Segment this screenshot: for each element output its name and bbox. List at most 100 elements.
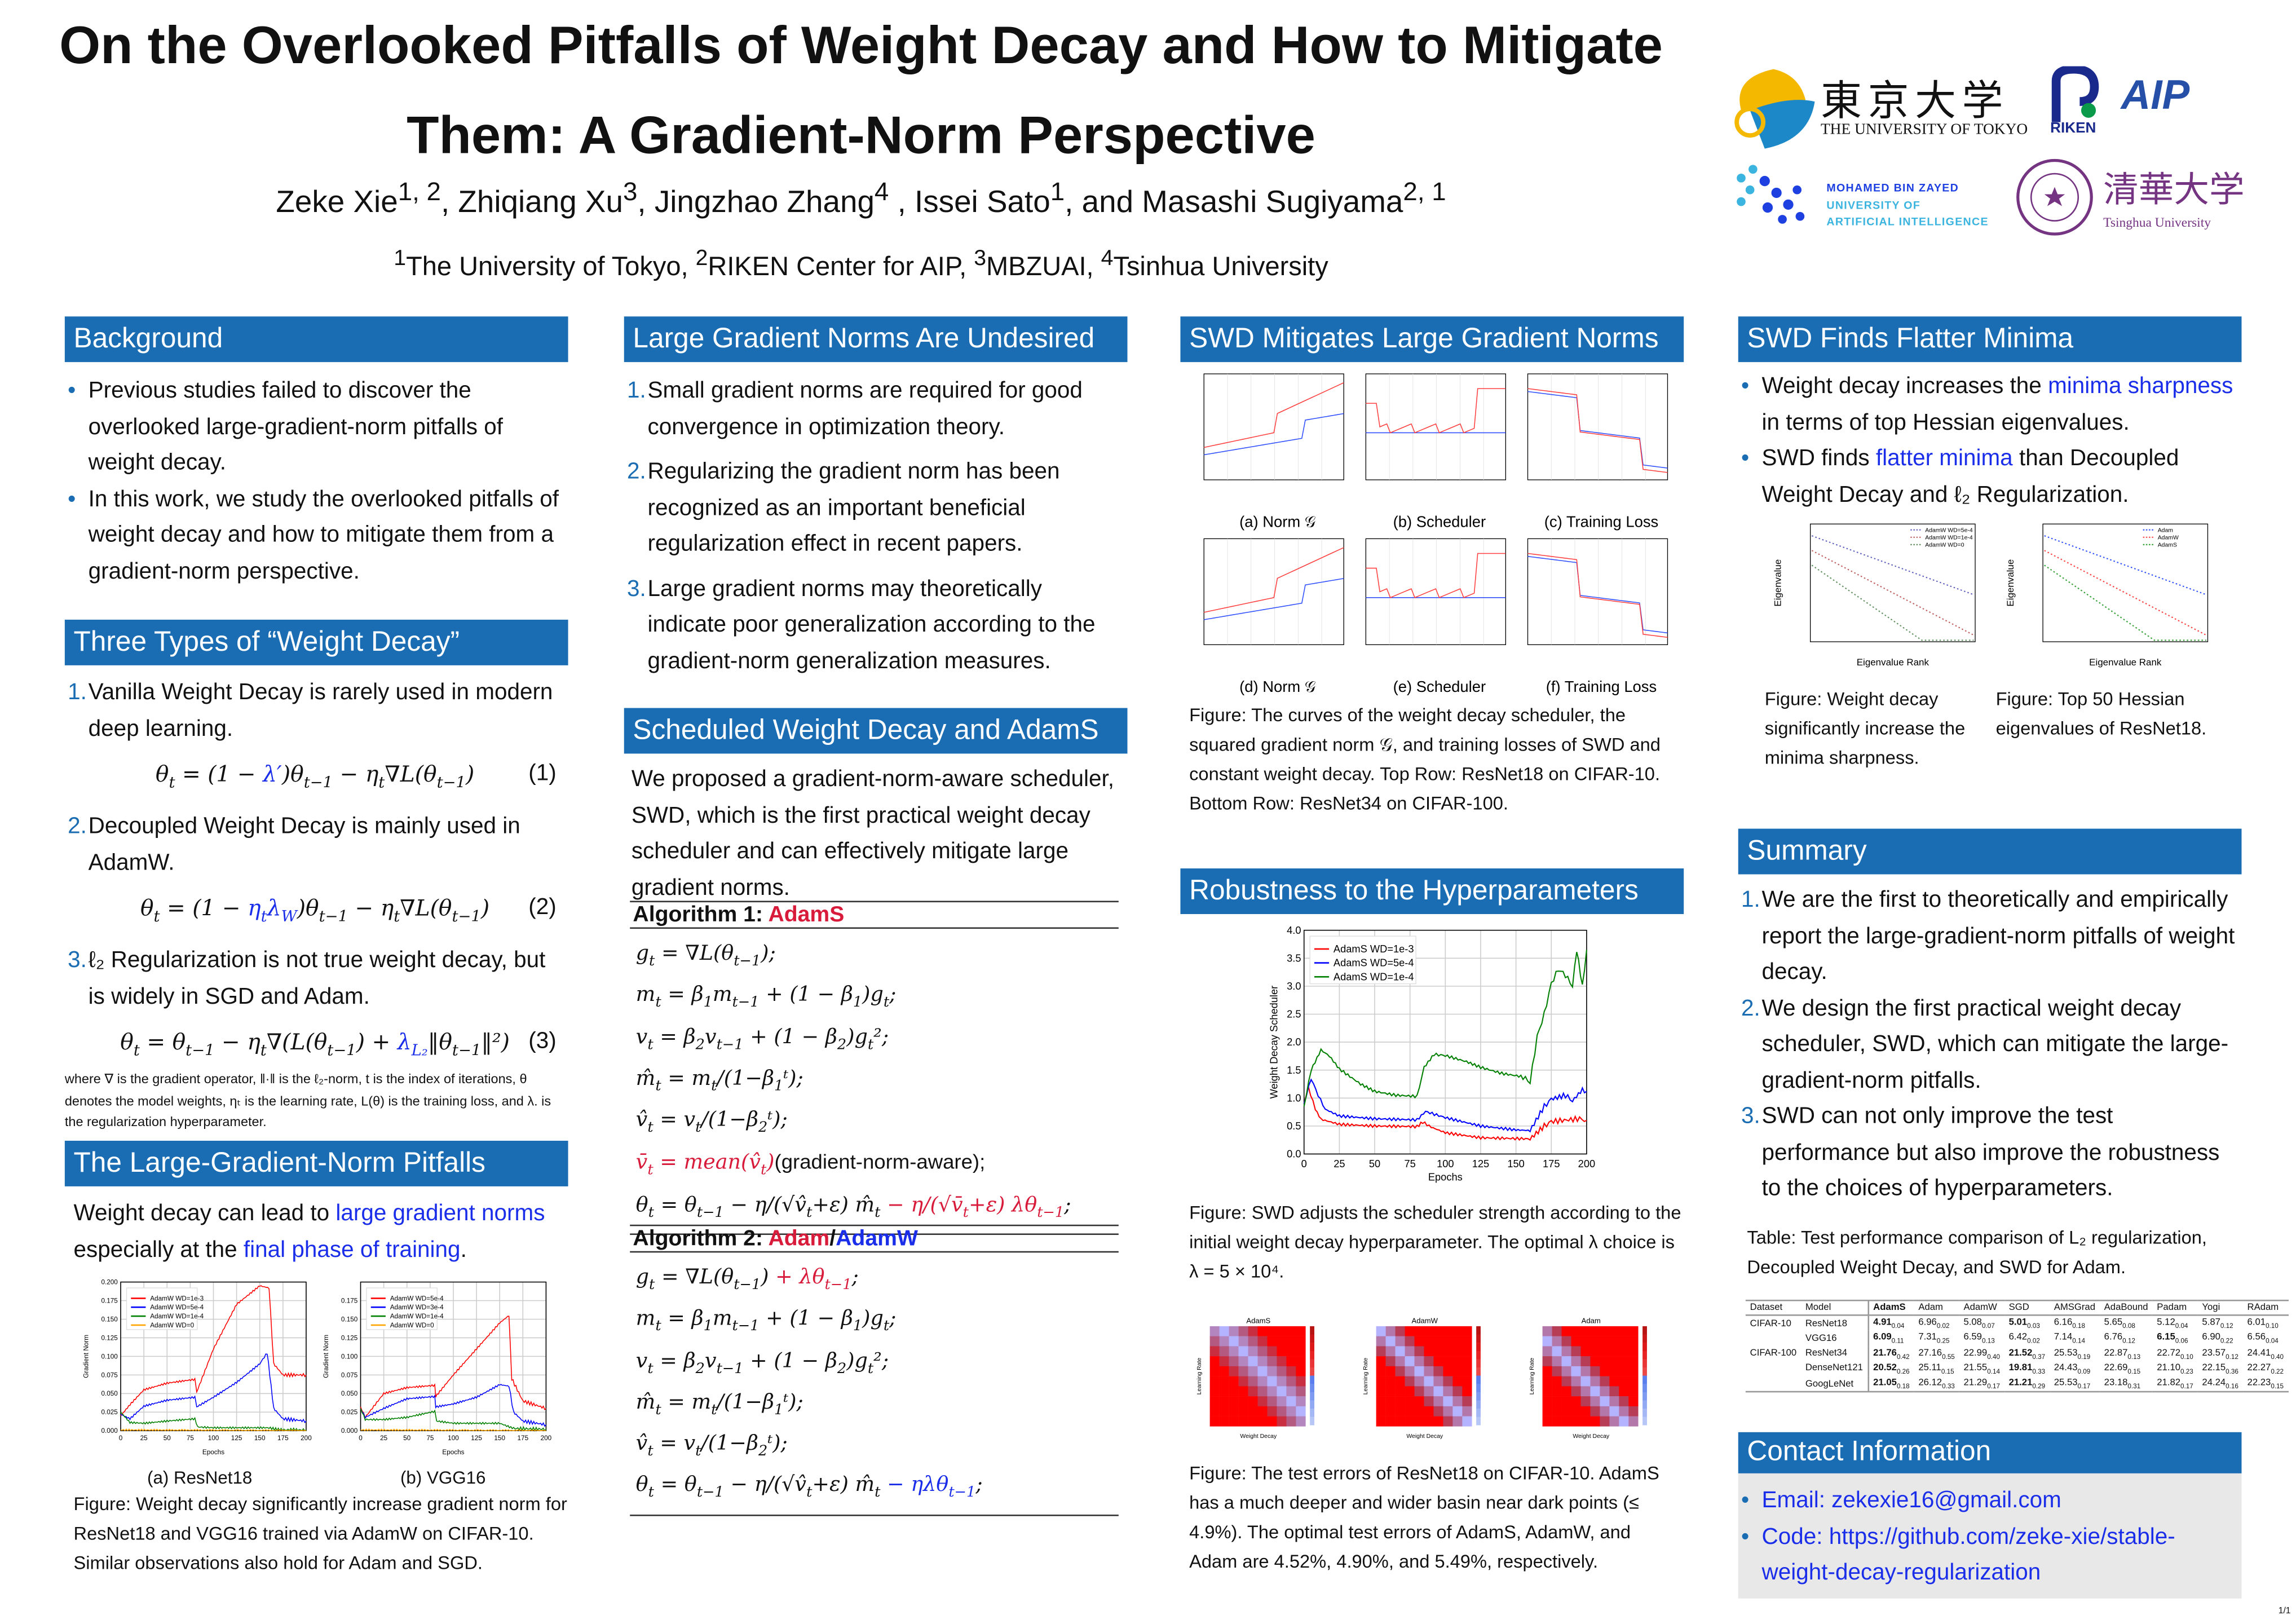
heatmap-cell: [1414, 1356, 1424, 1367]
heatmap-cell: [1286, 1376, 1296, 1387]
heatmap-cell: [1542, 1326, 1552, 1336]
number-2: 2.: [1741, 995, 1760, 1021]
heatmap-cell: [1433, 1326, 1443, 1336]
heatmap-cell: [1628, 1336, 1639, 1347]
heatmap-cell: [1542, 1406, 1552, 1416]
text-segment: ;: [1064, 1193, 1071, 1217]
heatmap-cell: [1405, 1406, 1415, 1416]
section-header-scheduled: Scheduled Weight Decay and AdamS: [624, 708, 1128, 754]
heatmap-cell: [1385, 1396, 1396, 1407]
y-tick-label: 0.000: [341, 1427, 358, 1435]
text-segment: − η: [348, 895, 394, 922]
colorbar-segment: [1642, 1392, 1647, 1401]
heatmap-cell: [1590, 1396, 1600, 1407]
value-mean: 21.55: [1963, 1362, 1988, 1374]
heatmap-cell: [1580, 1356, 1591, 1367]
text-segment: m: [712, 983, 732, 1008]
section-header-swd-mitigates: SWD Mitigates Large Gradient Norms: [1180, 316, 1684, 363]
heatmap-cell: [1267, 1376, 1277, 1387]
table-caption: Table: Test performance comparison of L₂…: [1747, 1227, 2207, 1278]
text-segment: ᵗ);: [783, 1391, 803, 1415]
text-segment: m̂: [635, 1391, 656, 1415]
heatmap-cell: [1238, 1346, 1248, 1357]
table-header-row: Dataset Model AdamS Adam AdamW SGD AMSGrad AdaB…: [1745, 1300, 2288, 1316]
text-segment: = β: [661, 1307, 704, 1331]
heatmap-cell: [1414, 1416, 1424, 1427]
heatmap-cell: [1209, 1326, 1220, 1336]
table-cell-dataset: CIFAR-100: [1750, 1348, 1797, 1359]
heatmap-cell: [1462, 1346, 1472, 1357]
heatmap-cell: [1542, 1416, 1552, 1427]
heatmap-cell: [1609, 1326, 1619, 1336]
value-std: 0.10: [2266, 1322, 2279, 1330]
value-mean: 5.65: [2104, 1317, 2123, 1328]
heatmap-cell: [1277, 1376, 1287, 1387]
table-cell-value: 22.720.10: [2152, 1346, 2197, 1361]
heatmap-cell: [1619, 1416, 1629, 1427]
text-segment: ²;: [873, 1349, 889, 1373]
table-header-cell: AMSGrad: [2049, 1300, 2100, 1316]
x-tick-label: 200: [1578, 1158, 1595, 1170]
text-segment: ᵗ);: [767, 1432, 788, 1457]
colorbar-segment: [1642, 1343, 1647, 1351]
text-segment: t−1: [452, 908, 481, 926]
highlighted-text: v̄: [635, 1151, 648, 1176]
mini-plot-caption: (d) Norm 𝒢: [1239, 678, 1315, 695]
text-segment: ;: [889, 1307, 897, 1331]
table-row: CIFAR-100 ResNet34 21.760.42 27.160.55 22.99…: [1746, 1346, 2288, 1362]
algorithm-line: mt = β1mt−1 + (1 − β1)gt;: [636, 979, 1113, 1021]
legend-label: AdamW WD=5e-4: [1925, 528, 1973, 534]
highlighted-text: AdamS: [768, 902, 845, 928]
table-header-cell: Model: [1801, 1300, 1869, 1316]
heatmap-cell: [1248, 1366, 1258, 1376]
heatmap-cell: [1552, 1326, 1562, 1336]
heatmap-cell: [1600, 1386, 1610, 1397]
heatmap-cell: [1277, 1326, 1287, 1336]
value-mean: 24.41: [2247, 1347, 2271, 1358]
hessian-caption-1: Figure: Weight decay significantly incre…: [1764, 689, 1966, 769]
x-axis-label: Eigenvalue Rank: [1857, 657, 1929, 668]
value-mean: 7.14: [2054, 1332, 2073, 1343]
table-cell-value: 20.520.26: [1867, 1361, 1914, 1376]
bullet-icon: •: [68, 486, 76, 512]
heatmap-cell: [1209, 1396, 1220, 1407]
text-segment: t: [378, 774, 385, 792]
series-line: [360, 1408, 546, 1432]
text-segment: t: [867, 1036, 874, 1053]
colorbar-segment: [1642, 1326, 1647, 1335]
heatmap-cell: [1609, 1366, 1619, 1376]
heatmap-cell: [1296, 1336, 1306, 1347]
text-segment: = β: [661, 983, 704, 1008]
heatmap-cell: [1433, 1396, 1443, 1407]
text-segment: 2: [695, 1036, 705, 1053]
heatmap-cell: [1424, 1336, 1434, 1347]
code-link[interactable]: Code: https://github.com/zeke-xie/stable…: [1761, 1524, 2175, 1586]
value-mean: 5.87: [2202, 1317, 2220, 1328]
value-std: 0.16: [2226, 1383, 2238, 1391]
heatmap-cell: [1552, 1346, 1562, 1357]
equation-2-number: (2): [528, 895, 557, 920]
text-segment: (gradient-norm-aware);: [774, 1150, 986, 1174]
colorbar-segment: [1642, 1367, 1647, 1376]
heatmap-cell: [1590, 1416, 1600, 1427]
equation-2-text: θt = (1 − ηtλW)θt−1 − ηt∇L(θt−1): [140, 895, 489, 926]
authors: Zeke Xie1, 2, Zhiqiang Xu3, Jingzhao Zha…: [7, 176, 1715, 220]
heatmap: [1542, 1326, 1647, 1427]
heatmap-cell: [1600, 1346, 1610, 1357]
number-3: 3.: [68, 948, 87, 973]
colorbar-segment: [1642, 1334, 1647, 1343]
heatmap-cell: [1571, 1346, 1581, 1357]
table-cell-value: 7.310.25: [1914, 1331, 1959, 1346]
heatmap-cell: [1619, 1326, 1629, 1336]
heatmap-cell: [1267, 1326, 1277, 1336]
highlighted-text: λ: [267, 895, 281, 922]
text-segment: t−1: [732, 1319, 760, 1335]
heatmap-cell: [1238, 1356, 1248, 1367]
heatmap-cell: [1286, 1356, 1296, 1367]
value-mean: 26.12: [1918, 1378, 1942, 1388]
value-mean: 6.96: [1918, 1317, 1937, 1328]
email-link[interactable]: Email: zekexie16@gmail.com: [1761, 1488, 2061, 1513]
highlighted-text: t: [760, 1163, 767, 1180]
value-std: 0.04: [1891, 1322, 1905, 1330]
